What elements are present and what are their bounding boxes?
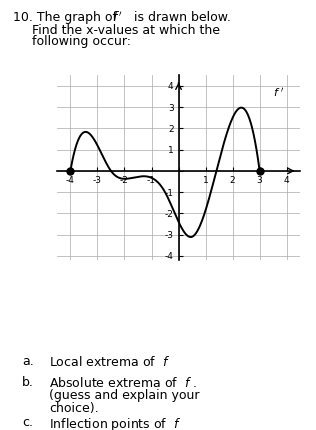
Text: c.: c. [22, 416, 33, 429]
Text: following occur:: following occur: [32, 35, 131, 48]
Text: Find the x-values at which the: Find the x-values at which the [32, 24, 220, 37]
Text: Inflection points of $\ f$: Inflection points of $\ f$ [49, 416, 181, 430]
Text: 10. The graph of: 10. The graph of [13, 11, 121, 24]
Text: $f\,'$: $f\,'$ [112, 11, 123, 25]
Text: (guess and explain your: (guess and explain your [49, 389, 199, 402]
Text: is drawn below.: is drawn below. [130, 11, 230, 24]
Text: Absolute extrema of $\ f$ .: Absolute extrema of $\ f$ . [49, 376, 197, 390]
Text: $f\ '$: $f\ '$ [273, 86, 285, 98]
Text: b.: b. [22, 376, 34, 389]
Text: a.: a. [22, 355, 34, 368]
Text: Local extrema of $\ f$: Local extrema of $\ f$ [49, 355, 170, 369]
Text: choice).: choice). [49, 402, 99, 415]
